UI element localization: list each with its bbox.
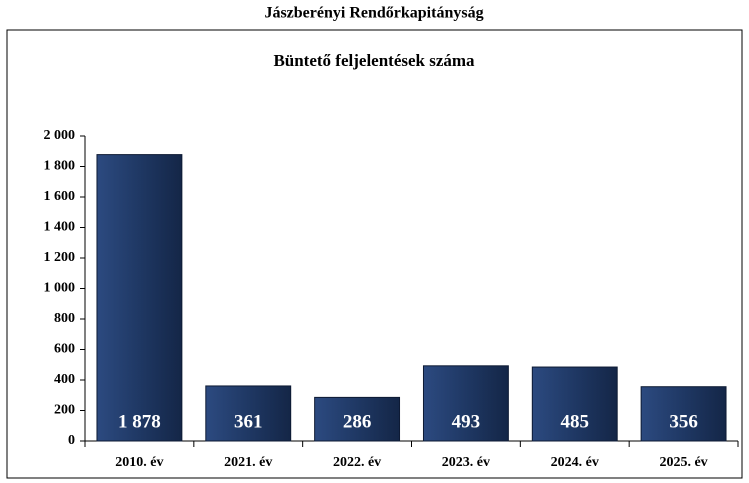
y-tick-label: 0 [68, 433, 75, 448]
y-tick-label: 1 800 [44, 159, 76, 174]
bar [314, 396, 401, 442]
y-tick-label: 200 [54, 403, 75, 418]
bar [640, 386, 727, 442]
x-tick-label: 2024. év [551, 455, 599, 470]
chart-subtitle: Büntető feljelentések száma [273, 51, 475, 70]
y-tick-label: 600 [54, 342, 75, 357]
value-label: 493 [452, 411, 481, 432]
bar [422, 365, 509, 442]
chart-title: Jászberényi Rendőrkapitányság [264, 5, 483, 22]
value-label: 361 [234, 411, 263, 432]
x-tick-label: 2010. év [115, 455, 163, 470]
y-tick-label: 400 [54, 372, 75, 387]
x-tick-label: 2021. év [224, 455, 272, 470]
bar [96, 154, 183, 442]
value-label: 286 [343, 411, 372, 432]
bar [531, 366, 618, 442]
value-label: 356 [669, 411, 698, 432]
x-tick-label: 2025. év [659, 455, 707, 470]
y-tick-label: 2 000 [44, 128, 76, 143]
y-tick-label: 1 200 [44, 250, 76, 265]
y-tick-label: 800 [54, 311, 75, 326]
y-tick-label: 1 000 [44, 281, 76, 296]
y-tick-label: 1 400 [44, 220, 76, 235]
bar [205, 385, 292, 442]
y-tick-label: 1 600 [44, 189, 76, 204]
x-tick-label: 2022. év [333, 455, 381, 470]
value-label: 485 [561, 411, 590, 432]
value-label: 1 878 [118, 411, 161, 432]
x-tick-label: 2023. év [442, 455, 490, 470]
